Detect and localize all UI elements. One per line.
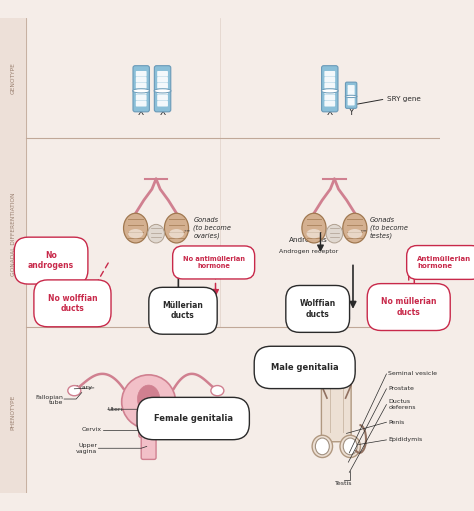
Text: X: X: [159, 108, 165, 117]
Text: Testis: Testis: [335, 481, 353, 486]
Text: Fallopian
tube: Fallopian tube: [35, 394, 63, 405]
Text: No
androgens: No androgens: [28, 251, 74, 270]
Ellipse shape: [148, 224, 164, 243]
Ellipse shape: [343, 438, 357, 455]
Ellipse shape: [68, 385, 81, 396]
FancyBboxPatch shape: [324, 83, 335, 88]
Text: Epididymis: Epididymis: [388, 437, 422, 443]
Text: GENOTYPE: GENOTYPE: [10, 63, 16, 95]
Text: Gonads
(to become
ovaries): Gonads (to become ovaries): [193, 217, 231, 239]
Ellipse shape: [122, 375, 175, 429]
Text: Uterus: Uterus: [108, 407, 128, 412]
FancyBboxPatch shape: [347, 102, 355, 105]
FancyBboxPatch shape: [157, 77, 168, 83]
Text: X: X: [138, 108, 144, 117]
FancyBboxPatch shape: [157, 89, 168, 95]
Ellipse shape: [340, 435, 360, 457]
Text: Androgen receptor: Androgen receptor: [279, 249, 338, 254]
Text: Penis: Penis: [388, 420, 404, 425]
Ellipse shape: [345, 95, 357, 98]
FancyBboxPatch shape: [136, 83, 146, 88]
FancyBboxPatch shape: [157, 95, 168, 101]
Ellipse shape: [128, 229, 143, 238]
Ellipse shape: [164, 213, 189, 243]
Ellipse shape: [312, 435, 333, 457]
Text: No müllerian
ducts: No müllerian ducts: [381, 297, 437, 317]
Ellipse shape: [124, 213, 148, 243]
Text: Cervix: Cervix: [82, 427, 102, 432]
Text: SRY gene: SRY gene: [387, 96, 421, 102]
Ellipse shape: [317, 365, 329, 375]
Text: Gonads
(to become
testes): Gonads (to become testes): [370, 217, 408, 239]
FancyBboxPatch shape: [347, 95, 355, 99]
Ellipse shape: [154, 89, 171, 93]
FancyBboxPatch shape: [347, 88, 355, 92]
FancyBboxPatch shape: [136, 101, 146, 106]
FancyBboxPatch shape: [155, 66, 171, 112]
Ellipse shape: [302, 213, 326, 243]
FancyBboxPatch shape: [136, 89, 146, 95]
FancyBboxPatch shape: [139, 414, 158, 437]
FancyBboxPatch shape: [324, 77, 335, 83]
FancyBboxPatch shape: [136, 71, 146, 77]
Text: Ovary: Ovary: [74, 385, 93, 390]
FancyBboxPatch shape: [321, 367, 351, 442]
Ellipse shape: [347, 229, 362, 238]
Text: Antimüllerian
hormone: Antimüllerian hormone: [417, 256, 471, 269]
Text: Müllerian
ducts: Müllerian ducts: [163, 301, 203, 320]
Ellipse shape: [169, 229, 184, 238]
FancyBboxPatch shape: [321, 66, 338, 112]
FancyBboxPatch shape: [347, 85, 355, 89]
Text: Upper
vagina: Upper vagina: [76, 443, 98, 454]
Bar: [0, 18, 26, 493]
FancyBboxPatch shape: [136, 77, 146, 83]
FancyBboxPatch shape: [346, 82, 357, 108]
Ellipse shape: [211, 385, 224, 396]
Text: Prostate: Prostate: [388, 386, 414, 391]
FancyBboxPatch shape: [157, 71, 168, 77]
FancyBboxPatch shape: [324, 71, 335, 77]
FancyBboxPatch shape: [136, 95, 146, 101]
Text: No wolffian
ducts: No wolffian ducts: [48, 294, 97, 313]
FancyBboxPatch shape: [324, 101, 335, 106]
FancyBboxPatch shape: [347, 91, 355, 96]
Ellipse shape: [315, 438, 329, 455]
FancyBboxPatch shape: [133, 66, 149, 112]
Text: Wolffian
ducts: Wolffian ducts: [300, 299, 336, 319]
FancyBboxPatch shape: [157, 83, 168, 88]
FancyBboxPatch shape: [324, 89, 335, 95]
FancyBboxPatch shape: [347, 98, 355, 102]
Text: Y: Y: [348, 108, 354, 117]
Text: No antimüllerian
hormone: No antimüllerian hormone: [182, 256, 245, 269]
FancyBboxPatch shape: [141, 431, 156, 459]
Text: Ductus
deferens: Ductus deferens: [388, 399, 416, 410]
Ellipse shape: [343, 213, 367, 243]
Ellipse shape: [133, 89, 150, 93]
Text: Androgens: Androgens: [289, 237, 328, 243]
Ellipse shape: [137, 385, 160, 413]
Text: Female genitalia: Female genitalia: [154, 414, 233, 423]
Text: X: X: [327, 108, 333, 117]
Ellipse shape: [343, 365, 356, 375]
Ellipse shape: [321, 89, 338, 93]
Ellipse shape: [324, 375, 348, 388]
Text: GONADAL DIFFERENTIATION: GONADAL DIFFERENTIATION: [10, 193, 16, 276]
Text: PHENOTYPE: PHENOTYPE: [10, 394, 16, 430]
FancyBboxPatch shape: [157, 101, 168, 106]
Ellipse shape: [307, 229, 321, 238]
Text: Seminal vesicle: Seminal vesicle: [388, 371, 438, 377]
Text: Male genitalia: Male genitalia: [271, 363, 338, 372]
FancyBboxPatch shape: [324, 95, 335, 101]
Ellipse shape: [326, 224, 343, 243]
